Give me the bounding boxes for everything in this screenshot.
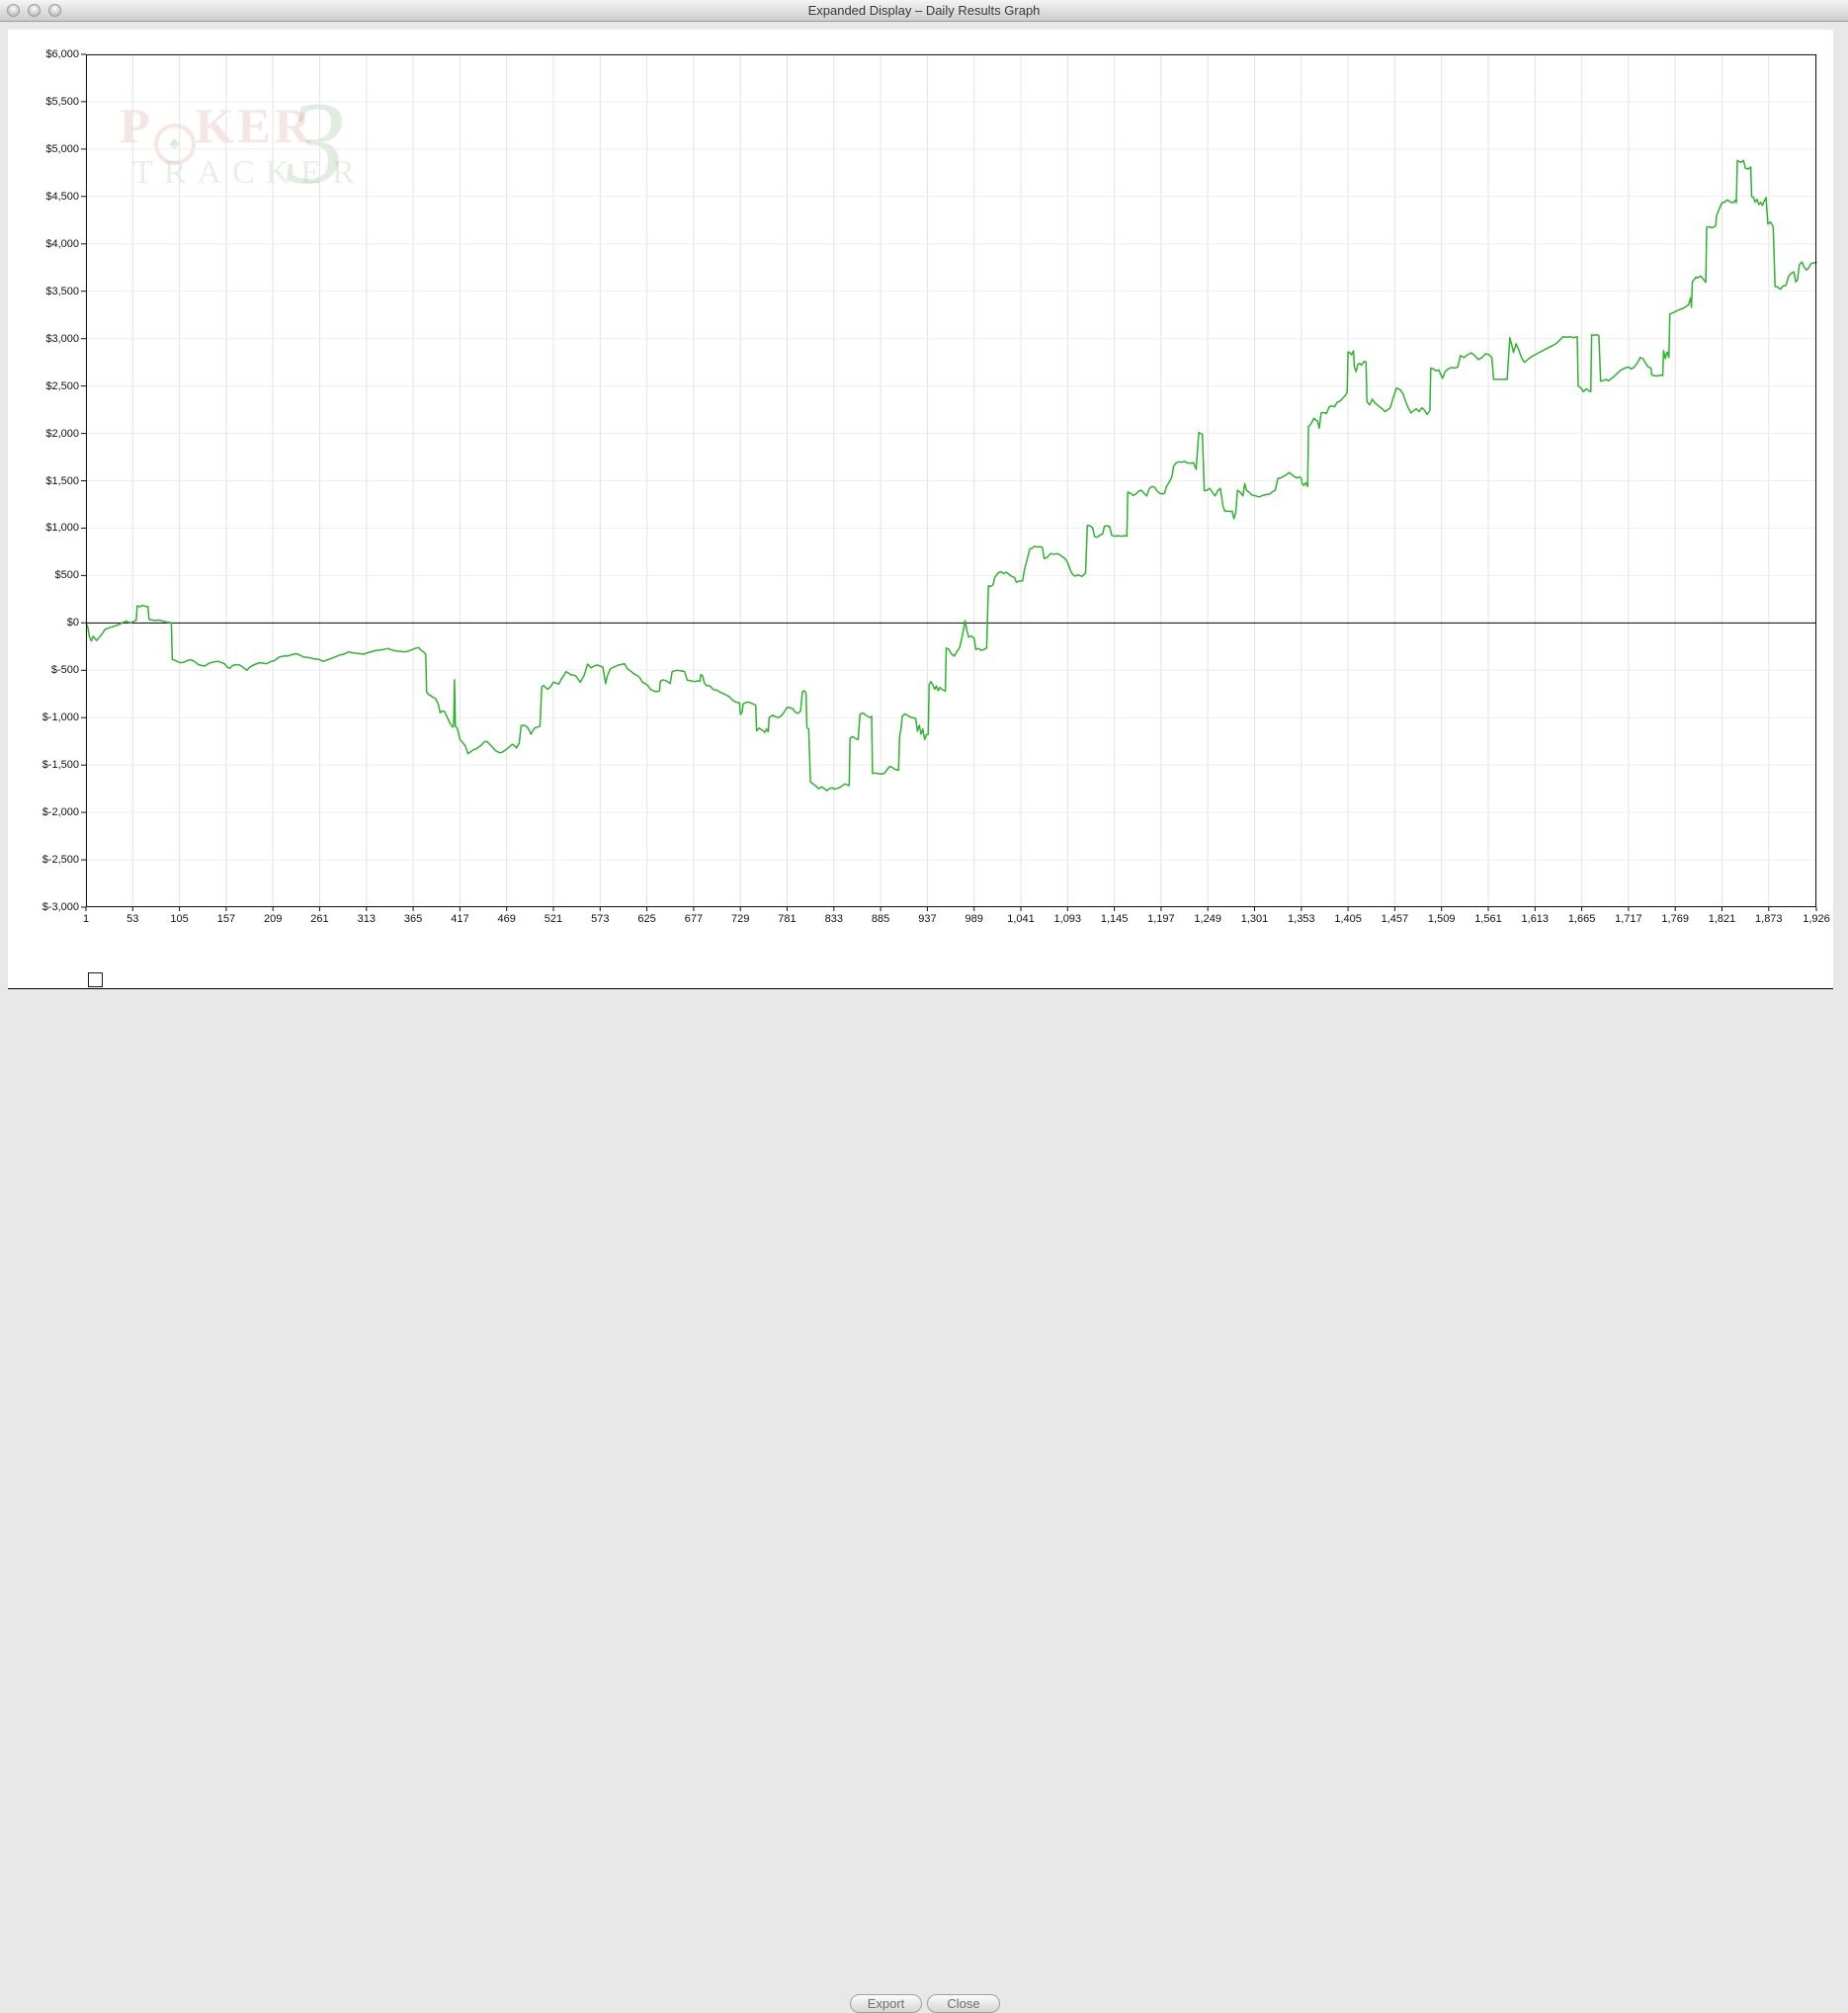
daily-results-line-chart: $6,000 $5,500 $5,000 $4,500 $4,000 $3,500 $3,0… bbox=[0, 0, 1848, 1031]
x-axis-tick-label: 469 bbox=[498, 913, 516, 925]
x-axis-tick-label: 625 bbox=[637, 913, 655, 925]
x-axis-tick-label: 209 bbox=[264, 913, 282, 925]
y-axis-tick-label: $-1,500 bbox=[4, 759, 79, 771]
x-axis-tick-label: 885 bbox=[872, 913, 889, 925]
x-axis-tick-label: 573 bbox=[591, 913, 609, 925]
y-axis-tick-label: $-1,000 bbox=[4, 712, 79, 723]
y-axis-tick-label: $6,000 bbox=[4, 48, 79, 60]
series-legend-checkbox[interactable] bbox=[88, 972, 103, 987]
y-axis-tick-label: $4,500 bbox=[4, 191, 79, 203]
x-axis-tick-label: 365 bbox=[404, 913, 422, 925]
x-axis-tick-label: 157 bbox=[217, 913, 235, 925]
y-axis-tick-label: $1,000 bbox=[4, 522, 79, 534]
y-axis-tick-label: $0 bbox=[4, 617, 79, 629]
x-axis-tick-label: 1,665 bbox=[1568, 913, 1596, 925]
x-axis-tick-label: 1,926 bbox=[1803, 913, 1830, 925]
x-axis-tick-label: 261 bbox=[310, 913, 328, 925]
x-axis-tick-label: 313 bbox=[358, 913, 376, 925]
y-axis-tick-label: $2,500 bbox=[4, 380, 79, 392]
y-axis-tick-label: $1,500 bbox=[4, 475, 79, 487]
x-axis-tick-label: 1,821 bbox=[1709, 913, 1736, 925]
x-axis-tick-label: 1 bbox=[83, 913, 89, 925]
x-axis-tick-label: 1,301 bbox=[1241, 913, 1269, 925]
y-axis-tick-label: $-3,000 bbox=[4, 901, 79, 913]
y-axis-tick-label: $-2,000 bbox=[4, 806, 79, 818]
y-axis-tick-label: $5,000 bbox=[4, 143, 79, 155]
bottom-button-bar: Export Close bbox=[0, 989, 1848, 1031]
y-axis-tick-label: $3,000 bbox=[4, 333, 79, 345]
x-axis-tick-label: 1,041 bbox=[1007, 913, 1035, 925]
x-axis-tick-label: 1,353 bbox=[1288, 913, 1315, 925]
x-axis-tick-label: 833 bbox=[825, 913, 843, 925]
expanded-display-window: Expanded Display – Daily Results Graph P… bbox=[0, 0, 1848, 1031]
y-axis-tick-label: $4,000 bbox=[4, 238, 79, 250]
plot-area bbox=[86, 54, 1816, 907]
x-axis-tick-label: 1,769 bbox=[1661, 913, 1689, 925]
x-axis-tick-label: 1,145 bbox=[1101, 913, 1129, 925]
y-axis-tick-label: $5,500 bbox=[4, 96, 79, 108]
x-axis-tick-label: 105 bbox=[170, 913, 188, 925]
close-button[interactable]: Close bbox=[927, 1994, 1000, 2013]
x-axis-tick-label: 53 bbox=[126, 913, 138, 925]
y-axis-tick-label: $-2,500 bbox=[4, 854, 79, 866]
x-axis-tick-label: 781 bbox=[778, 913, 796, 925]
x-axis-tick-label: 1,561 bbox=[1474, 913, 1502, 925]
y-axis-tick-label: $2,000 bbox=[4, 428, 79, 440]
x-axis-tick-label: 729 bbox=[731, 913, 749, 925]
x-axis-tick-label: 417 bbox=[451, 913, 468, 925]
y-axis-tick-label: $-500 bbox=[4, 664, 79, 676]
results-series-line bbox=[86, 160, 1816, 791]
x-axis-tick-label: 989 bbox=[966, 913, 983, 925]
x-axis-tick-label: 1,717 bbox=[1615, 913, 1642, 925]
y-axis-tick-label: $3,500 bbox=[4, 286, 79, 297]
x-axis-tick-label: 1,197 bbox=[1147, 913, 1175, 925]
x-axis-tick-label: 937 bbox=[918, 913, 936, 925]
x-axis-tick-label: 677 bbox=[685, 913, 703, 925]
x-axis-tick-label: 1,509 bbox=[1428, 913, 1456, 925]
export-button[interactable]: Export bbox=[850, 1994, 922, 2013]
x-axis-tick-label: 1,405 bbox=[1334, 913, 1362, 925]
x-axis-tick-label: 1,093 bbox=[1054, 913, 1082, 925]
x-axis-tick-label: 1,613 bbox=[1522, 913, 1550, 925]
x-axis-tick-label: 1,457 bbox=[1382, 913, 1409, 925]
x-axis-tick-label: 521 bbox=[545, 913, 562, 925]
x-axis-tick-label: 1,873 bbox=[1755, 913, 1783, 925]
y-axis-tick-label: $500 bbox=[4, 569, 79, 581]
x-axis-tick-label: 1,249 bbox=[1194, 913, 1221, 925]
